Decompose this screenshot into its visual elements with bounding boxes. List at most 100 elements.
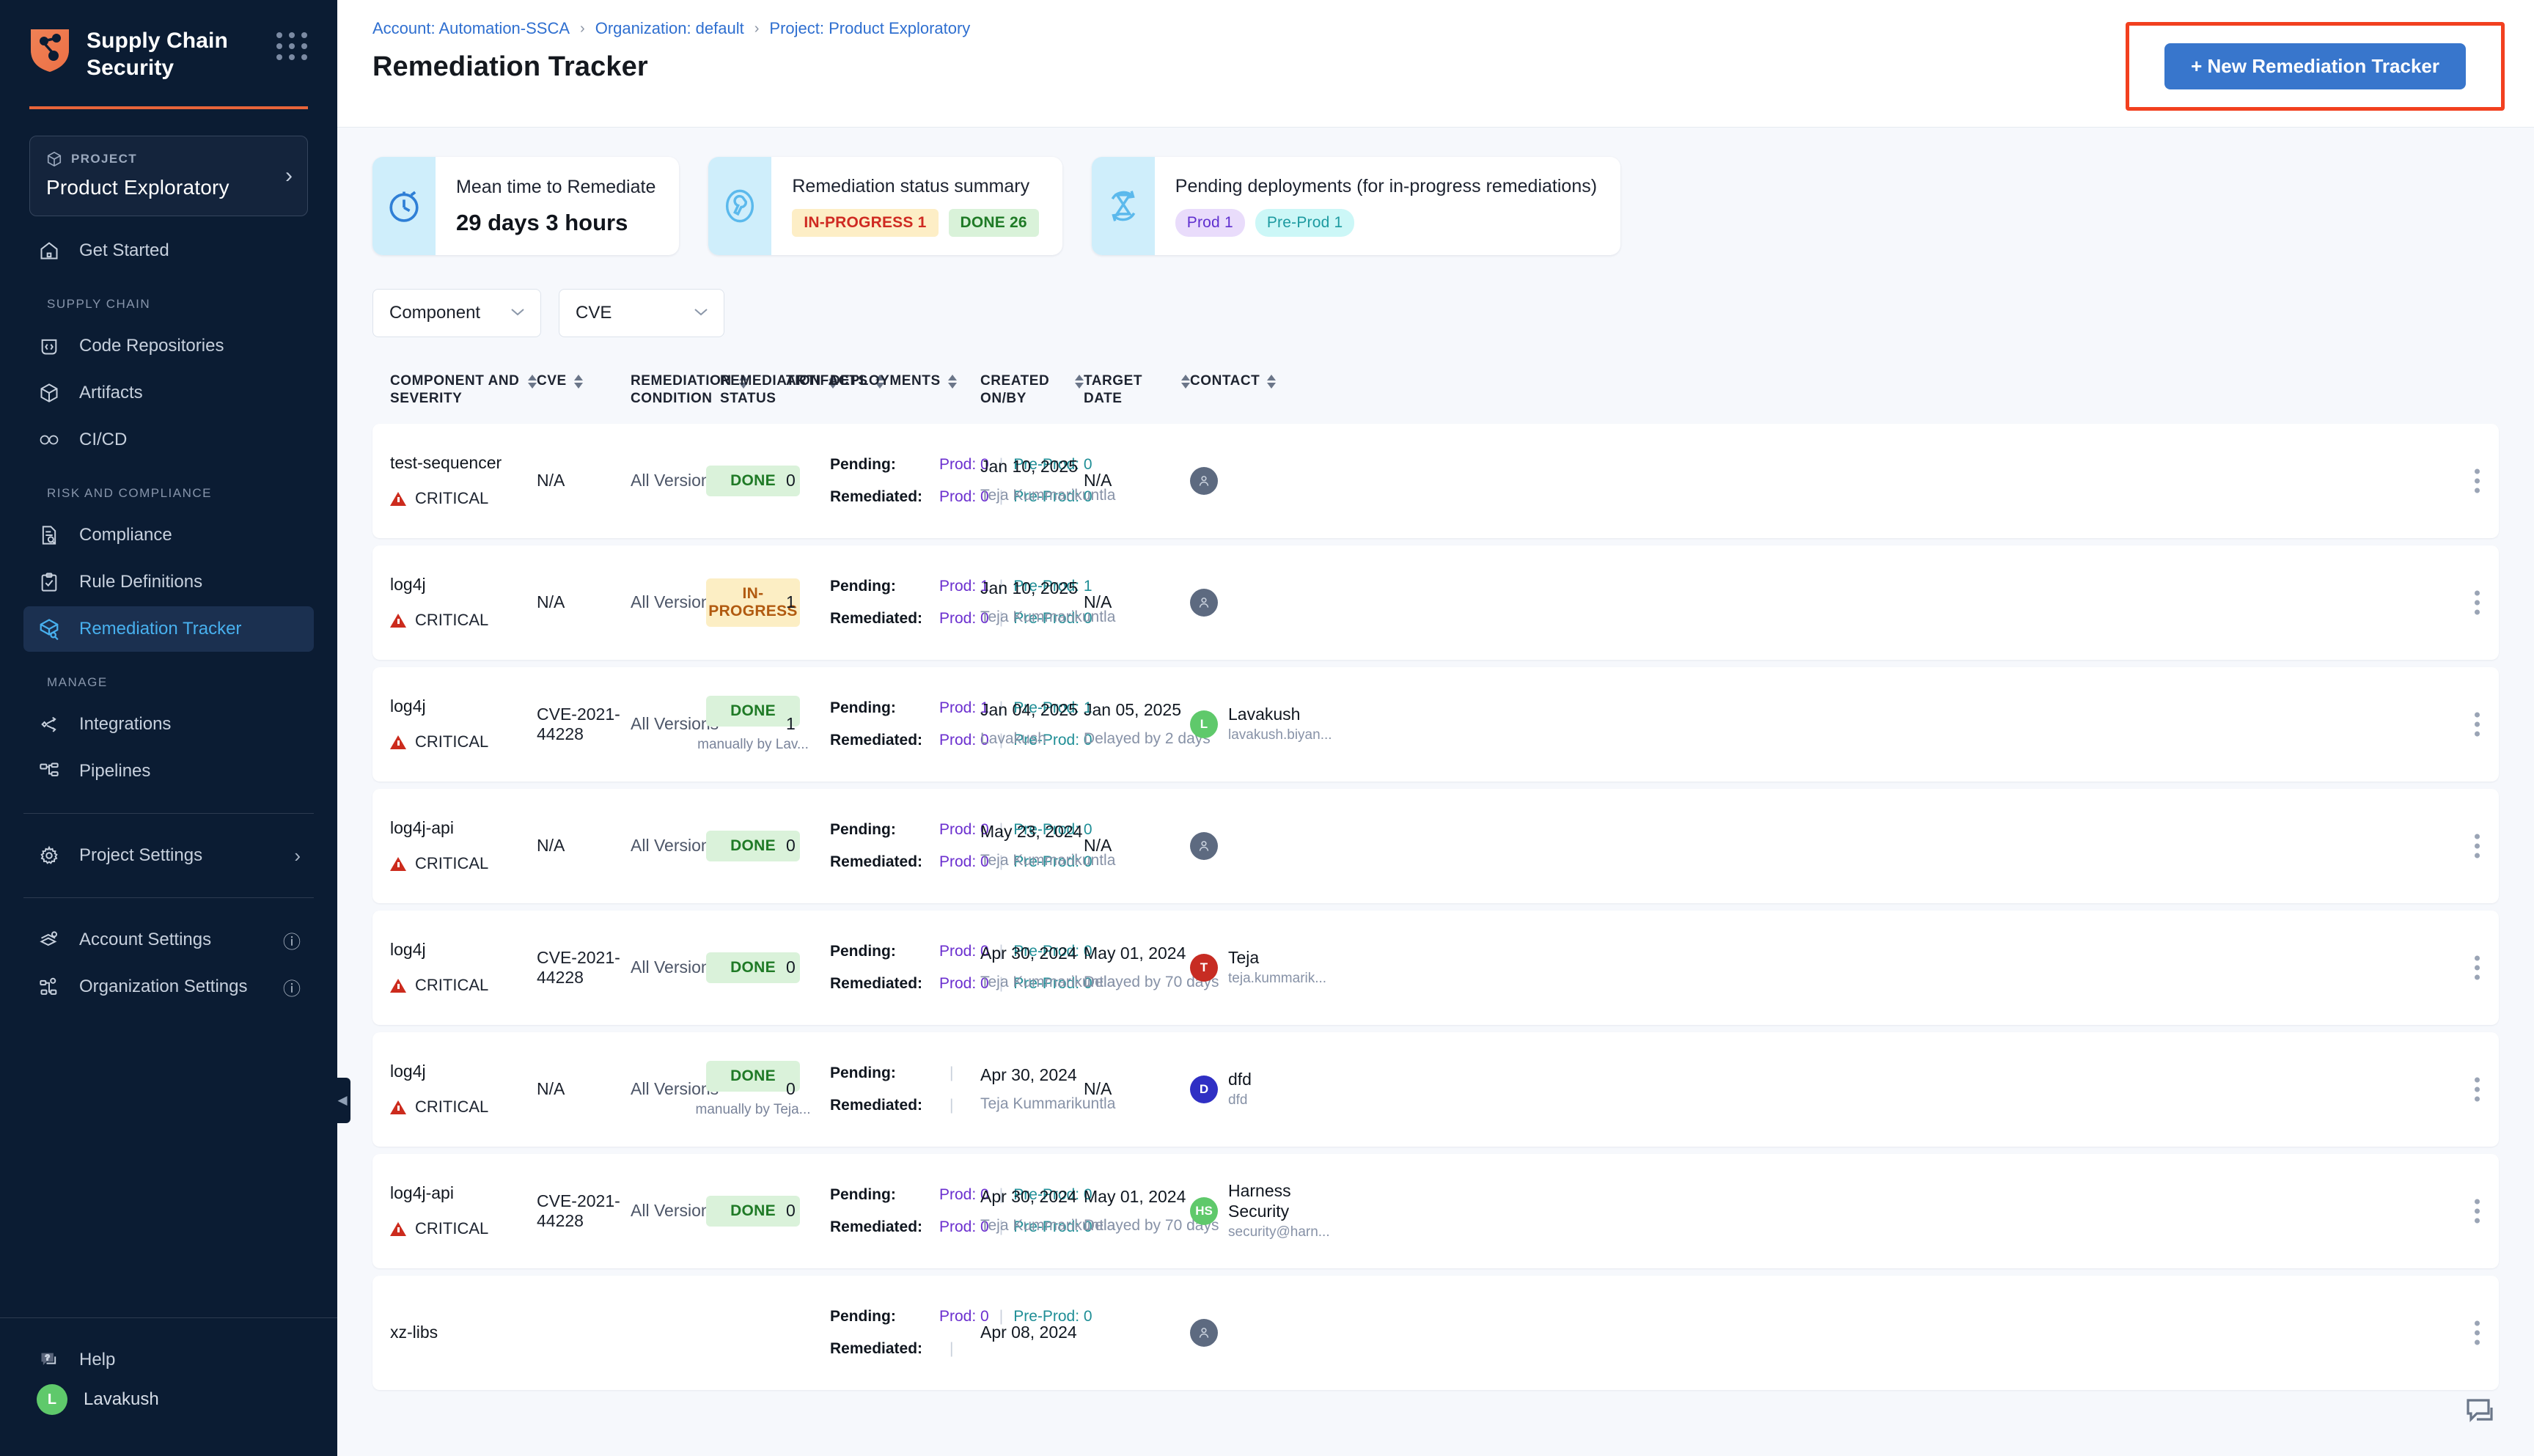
- sort-icon[interactable]: [947, 375, 957, 389]
- card-title: Mean time to Remediate: [456, 176, 656, 197]
- sort-icon[interactable]: [828, 375, 837, 389]
- deployment-line: Pending: |: [830, 1065, 980, 1082]
- new-remediation-tracker-highlight: + New Remediation Tracker: [2126, 22, 2505, 111]
- th-created-on-by[interactable]: CREATED ON/BY: [980, 372, 1084, 408]
- card-body: Mean time to Remediate 29 days 3 hours: [436, 157, 679, 255]
- project-selector[interactable]: PROJECT Product Exploratory ›: [29, 136, 308, 217]
- deployment-line: Remediated: Prod: 0 | Pre-Prod: 0: [830, 1218, 1092, 1236]
- deployment-prod: Prod: 0: [939, 820, 989, 838]
- new-remediation-tracker-button[interactable]: + New Remediation Tracker: [2164, 43, 2466, 89]
- sidebar-section-supply-chain: SUPPLY CHAIN: [47, 297, 151, 312]
- sidebar-item-get-started[interactable]: Get Started: [23, 228, 314, 273]
- deployment-label: Pending:: [830, 1307, 896, 1325]
- th-target-date[interactable]: TARGET DATE: [1084, 372, 1190, 408]
- th-remediation-condition[interactable]: REMEDIATION CONDITION: [631, 372, 748, 408]
- sidebar-item-project-settings[interactable]: Project Settings ›: [23, 833, 314, 878]
- code-repo-icon: [37, 334, 62, 359]
- deployment-line: Pending: Prod: 0 | Pre-Prod: 0: [830, 943, 1092, 960]
- user-profile[interactable]: L Lavakush: [0, 1384, 337, 1456]
- created-date: Jan 10, 2025: [980, 578, 1079, 598]
- table-row[interactable]: log4j CRITICAL CVE-2021-44228 All Version…: [372, 910, 2499, 1025]
- row-actions-menu[interactable]: [2475, 1077, 2480, 1101]
- table-row[interactable]: log4j-api CRITICAL N/A All Versions DONE …: [372, 788, 2499, 903]
- sort-icon[interactable]: [1267, 375, 1277, 389]
- info-icon[interactable]: ⓘ: [283, 932, 301, 952]
- chat-support-icon[interactable]: [2464, 1396, 2499, 1425]
- row-actions-menu[interactable]: [2475, 712, 2480, 736]
- cell-component: test-sequencer CRITICAL: [390, 453, 537, 508]
- sidebar-item-cicd[interactable]: CI/CD: [23, 417, 314, 463]
- row-actions-menu[interactable]: [2475, 834, 2480, 858]
- deployment-preprod: Pre-Prod: 1: [1013, 577, 1092, 595]
- brand[interactable]: Supply Chain Security: [29, 26, 308, 81]
- topbar-left: Account: Automation-SSCA › Organization:…: [372, 19, 970, 83]
- table-row[interactable]: log4j CRITICAL CVE-2021-44228 All Version…: [372, 666, 2499, 782]
- cell-artifacts: 0: [786, 957, 830, 977]
- sort-icon[interactable]: [875, 375, 884, 389]
- cell-deployments: Pending: Prod: 0 | Pre-Prod: 0 Remediate…: [830, 1186, 1092, 1236]
- avatar: L: [37, 1384, 67, 1415]
- cell-deployments: Pending: | Remediated: |: [830, 1065, 980, 1114]
- cell-condition: All Versions: [631, 714, 720, 734]
- sidebar-item-integrations[interactable]: Integrations: [23, 702, 314, 747]
- pipelines-icon: [37, 759, 62, 784]
- sort-icon[interactable]: [1181, 375, 1190, 389]
- cell-component: log4j CRITICAL: [390, 1062, 537, 1117]
- table-row[interactable]: log4j CRITICAL N/A All Versions DONE manua…: [372, 1032, 2499, 1147]
- row-actions-menu[interactable]: [2475, 1320, 2480, 1345]
- th-deployments[interactable]: DEPLOYMENTS: [830, 372, 980, 390]
- sort-icon[interactable]: [738, 375, 748, 389]
- cell-cve: CVE-2021-44228: [537, 1191, 631, 1231]
- table-header-row: COMPONENT AND SEVERITY CVE REMEDIATION C…: [372, 372, 2499, 424]
- sidebar-item-code-repositories[interactable]: Code Repositories: [23, 323, 314, 369]
- table-row[interactable]: log4j-api CRITICAL CVE-2021-44228 All Ver…: [372, 1153, 2499, 1268]
- th-component-and-severity[interactable]: COMPONENT AND SEVERITY: [390, 372, 537, 408]
- cell-contact: L Lavakush lavakush.biyan...: [1190, 705, 1332, 743]
- th-artifacts[interactable]: ARTIFACTS: [786, 372, 884, 390]
- divider: |: [999, 577, 1004, 595]
- sidebar-item-help[interactable]: ? Help: [23, 1337, 314, 1383]
- chevron-right-icon: ›: [754, 20, 760, 37]
- sidebar-item-label: Project Settings: [79, 845, 203, 866]
- sidebar-item-rule-definitions[interactable]: Rule Definitions: [23, 559, 314, 605]
- grid-apps-icon[interactable]: [276, 26, 308, 60]
- created-date: Apr 08, 2024: [980, 1323, 1077, 1342]
- table-row[interactable]: test-sequencer CRITICAL N/A All Versions …: [372, 423, 2499, 538]
- sidebar-item-pipelines[interactable]: Pipelines: [23, 749, 314, 794]
- breadcrumb-project[interactable]: Project: Product Exploratory: [769, 19, 971, 37]
- th-cve[interactable]: CVE: [537, 372, 631, 390]
- cell-status: DONE: [706, 465, 800, 496]
- sidebar-item-compliance[interactable]: Compliance: [23, 512, 314, 558]
- row-actions-menu[interactable]: [2475, 468, 2480, 493]
- cell-created: Jan 10, 2025 Teja Kummarikuntla: [980, 457, 1115, 504]
- package-wrench-icon: [37, 617, 62, 641]
- info-icon[interactable]: ⓘ: [283, 979, 301, 999]
- sidebar-item-remediation-tracker[interactable]: Remediation Tracker: [23, 606, 314, 652]
- sidebar-item-artifacts[interactable]: Artifacts: [23, 370, 314, 416]
- cell-deployments: Pending: Prod: 0 | Pre-Prod: 0 Remediate…: [830, 1307, 1092, 1358]
- sort-icon[interactable]: [1075, 375, 1084, 389]
- sort-icon[interactable]: [528, 375, 537, 389]
- table-row[interactable]: xz-libs Pending: Prod: 0 | Pre-Prod: 0 R…: [372, 1275, 2499, 1390]
- th-label: CONTACT: [1190, 373, 1260, 389]
- sidebar-divider-1: [23, 813, 314, 815]
- row-actions-menu[interactable]: [2475, 590, 2480, 614]
- component-filter-select[interactable]: Component: [372, 289, 541, 337]
- cve-value: CVE-2021-44228: [537, 947, 620, 987]
- sidebar-collapse-toggle[interactable]: ◀: [334, 1078, 350, 1123]
- row-actions-menu[interactable]: [2475, 1199, 2480, 1223]
- row-actions-menu[interactable]: [2475, 955, 2480, 979]
- th-contact[interactable]: CONTACT: [1190, 372, 1277, 390]
- cell-created: May 23, 2024 Teja Kummarikuntla: [980, 822, 1115, 869]
- divider: |: [950, 1096, 954, 1114]
- table-row[interactable]: log4j CRITICAL N/A All Versions IN-PROGRE…: [372, 545, 2499, 660]
- cve-filter-select[interactable]: CVE: [559, 289, 724, 337]
- sort-icon[interactable]: [573, 375, 583, 389]
- th-remediation-status[interactable]: REMEDIATION STATUS: [720, 372, 837, 408]
- breadcrumb-account[interactable]: Account: Automation-SSCA: [372, 19, 570, 37]
- cell-target-date: N/A: [1084, 592, 1190, 612]
- breadcrumb-organization[interactable]: Organization: default: [595, 19, 744, 37]
- sidebar-item-organization-settings[interactable]: Organization Settings ⓘ: [23, 964, 314, 1010]
- cve-value: CVE-2021-44228: [537, 1191, 620, 1230]
- sidebar-item-account-settings[interactable]: Account Settings ⓘ: [23, 917, 314, 963]
